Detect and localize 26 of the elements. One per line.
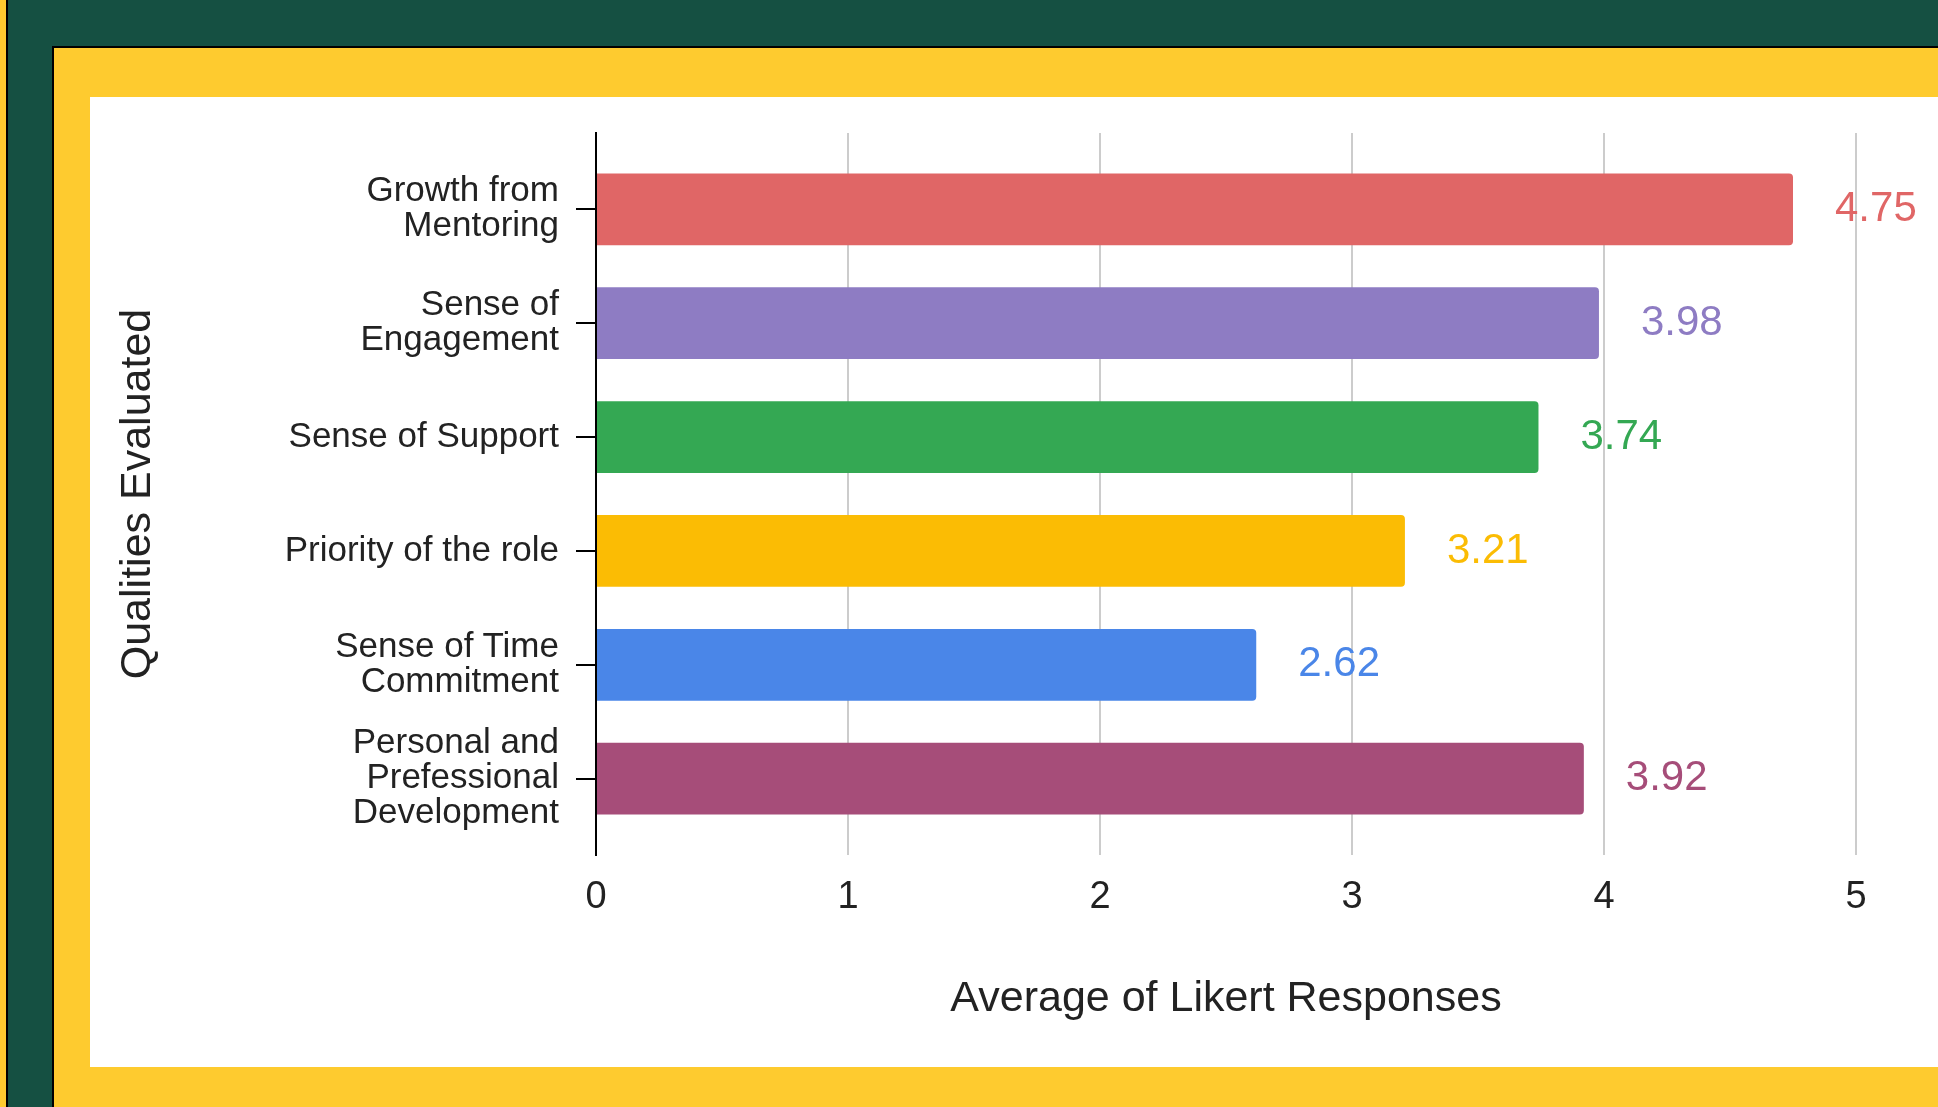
data-label: 2.62: [1298, 638, 1380, 686]
x-tick-label: 3: [1341, 874, 1363, 917]
x-tick-label: 5: [1845, 874, 1867, 917]
data-label: 3.98: [1640, 296, 1723, 344]
x-tick-label: 1: [837, 874, 859, 917]
bar: [597, 287, 1599, 360]
data-label: 4.75: [1835, 182, 1917, 230]
y-tick-label: Sense of Support: [288, 414, 560, 454]
y-tick-label: Sense of Time Commitment: [335, 624, 560, 699]
y-tick-label: Priority of the role: [284, 528, 559, 568]
x-tick-label: 4: [1593, 874, 1615, 917]
bar: [597, 401, 1539, 473]
x-axis-title: Average of Likert Responses: [950, 972, 1502, 1021]
data-label: 3.74: [1580, 410, 1663, 458]
bar: [597, 515, 1405, 587]
bar: [597, 628, 1257, 701]
bar: [597, 173, 1793, 246]
x-tick-label: 2: [1089, 874, 1111, 917]
y-tick-label: Sense of Engagement: [360, 283, 560, 358]
y-tick-label: Growth from Mentoring: [366, 169, 559, 244]
bar: [597, 742, 1584, 815]
data-label: 3.92: [1625, 752, 1708, 800]
y-tick-label: Personal and Prefessional Development: [352, 721, 560, 831]
y-axis-title: Qualities Evaluated: [110, 308, 159, 680]
x-tick-label: 0: [585, 874, 607, 917]
data-label: 3.21: [1446, 524, 1529, 572]
